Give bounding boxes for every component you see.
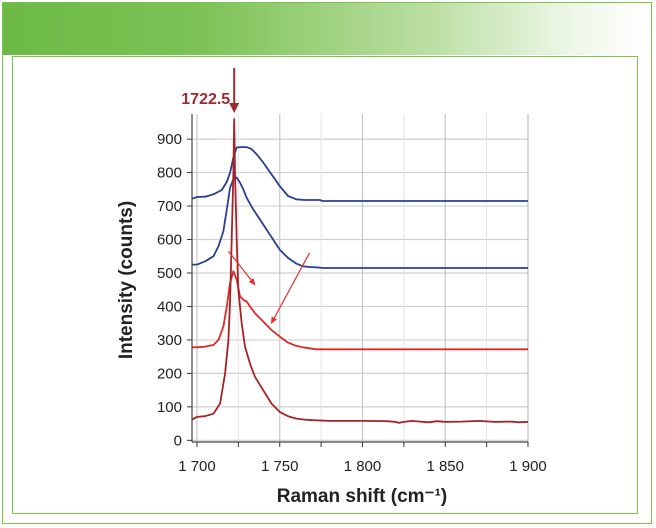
y-tick-label: 900 [157, 131, 182, 148]
y-tick-label: 200 [157, 365, 182, 382]
y-tick-label: 0 [174, 432, 182, 449]
x-axis-label: Raman shift (cm⁻¹) [277, 486, 448, 507]
pointer-arrow [270, 252, 311, 325]
y-tick-label: 800 [157, 165, 182, 182]
x-tick-label: 1 850 [426, 458, 464, 475]
series-line-top-blue [191, 146, 528, 202]
grid-layer [192, 114, 529, 442]
x-tick-label: 1 750 [261, 458, 299, 475]
x-tick-label: 1 700 [178, 458, 216, 475]
x-tick-label: 1 800 [344, 458, 382, 475]
y-tick-label: 600 [157, 232, 182, 249]
chart-panel [12, 56, 638, 514]
y-tick-label: 300 [157, 332, 182, 349]
series-line-upper-blue [192, 176, 528, 269]
peak-annotation-label: 1722.5 [181, 91, 230, 108]
y-tick-label: 500 [157, 265, 182, 282]
x-tick-label: 1 900 [509, 458, 547, 475]
pointer-arrow [227, 250, 256, 286]
axis-layer: 0 100 200 300 400 500 600 700 800 900 1 700 1 750 1 … [157, 114, 547, 475]
series-line-bottom-red [191, 118, 529, 424]
y-tick-label: 400 [157, 298, 182, 315]
y-tick-label: 700 [157, 198, 182, 215]
y-axis-label: Intensity (counts) [116, 201, 137, 359]
peak-annotation-arrowhead [229, 103, 240, 113]
y-tick-label: 100 [157, 399, 182, 416]
annotation-layer: 1722.5 [181, 68, 311, 325]
series-line-middle-red [192, 270, 528, 351]
series-layer [191, 118, 529, 424]
header-band [3, 3, 651, 55]
